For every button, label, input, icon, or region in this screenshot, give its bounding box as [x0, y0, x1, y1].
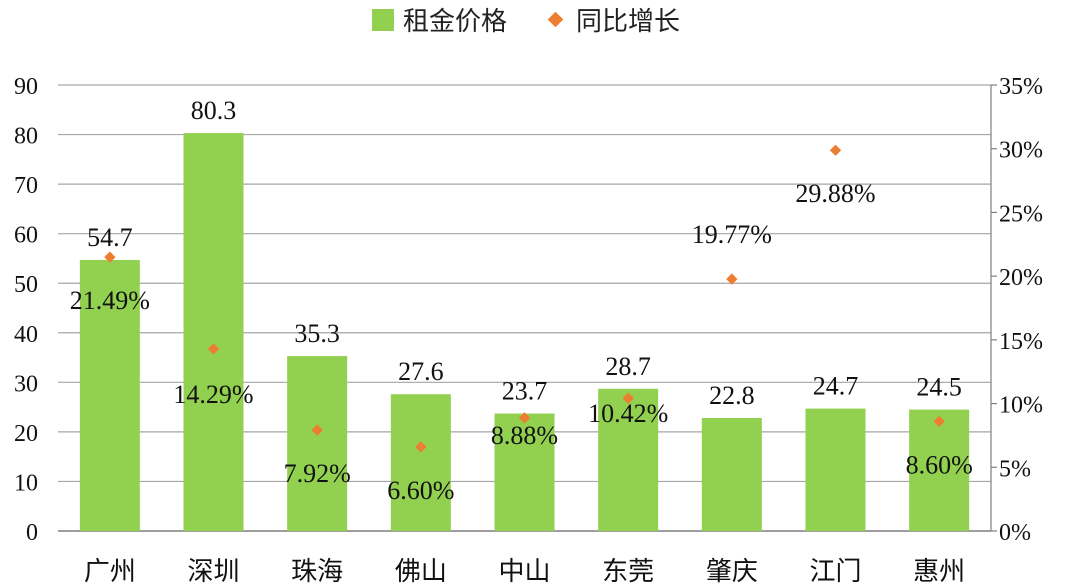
axes: 0 10 20 30 40 50 60 70 80 90 0% 5% 10% 15% 20% 25% 30% 35… — [14, 74, 1043, 587]
growth-series — [104, 144, 945, 453]
growth-point — [622, 392, 634, 404]
y-left-tick-label: 10 — [14, 470, 38, 496]
growth-point — [311, 424, 323, 436]
bar-value-label: 28.7 — [605, 352, 651, 381]
growth-value-label: 6.60% — [387, 476, 454, 505]
legend-swatch-rent — [372, 9, 394, 31]
growth-point — [933, 415, 945, 428]
bar-value-label: 54.7 — [87, 223, 133, 252]
y-left-tick-label: 70 — [14, 173, 38, 199]
growth-value-label: 14.29% — [173, 380, 253, 409]
y-right-tick-label: 20% — [999, 265, 1043, 291]
bar-value-label: 22.8 — [709, 381, 755, 410]
y-right-tick-label: 30% — [999, 138, 1043, 164]
growth-value-label: 21.49% — [70, 286, 150, 315]
bar-series — [79, 133, 970, 531]
x-category-label: 深圳 — [187, 557, 239, 587]
bar — [701, 418, 762, 531]
bar — [287, 356, 348, 531]
bar-value-label: 23.7 — [502, 377, 548, 406]
growth-point — [518, 412, 531, 424]
y-left-tick-label: 30 — [14, 371, 38, 397]
x-category-label: 佛山 — [395, 557, 447, 587]
data-labels: 54.7 21.49% 80.3 14.29% 35.3 7.92% 27.6 6.60% 23… — [70, 96, 973, 505]
bar-value-label: 27.6 — [398, 357, 444, 386]
x-category-label: 惠州 — [913, 557, 965, 587]
x-category-label: 江门 — [809, 557, 861, 587]
growth-value-label: 7.92% — [284, 459, 351, 488]
y-right-tick-label: 15% — [999, 329, 1043, 355]
bar-value-label: 24.7 — [813, 372, 859, 401]
y-left-tick-label: 90 — [14, 74, 38, 100]
bar-value-label: 80.3 — [191, 96, 237, 125]
legend: 租金价格 同比增长 — [372, 7, 680, 37]
y-left-tick-label: 60 — [14, 223, 38, 249]
growth-value-label: 8.60% — [906, 450, 973, 479]
bar-value-label: 24.5 — [916, 373, 962, 402]
bar — [79, 259, 140, 531]
growth-point — [415, 441, 427, 453]
bar — [390, 394, 451, 531]
x-category-label: 东莞 — [602, 557, 654, 587]
bar-value-label: 35.3 — [294, 319, 340, 348]
growth-value-label: 29.88% — [795, 179, 875, 208]
x-category-label: 肇庆 — [706, 557, 758, 587]
bar — [909, 409, 970, 531]
legend-marker-growth — [547, 11, 564, 28]
bar — [183, 133, 244, 531]
y-right-tick-label: 5% — [999, 456, 1031, 482]
growth-point — [726, 273, 738, 285]
y-left-tick-label: 40 — [14, 322, 38, 348]
y-left-tick-label: 50 — [14, 272, 38, 298]
bar — [494, 413, 555, 531]
growth-value-label: 10.42% — [588, 399, 668, 428]
growth-value-label: 19.77% — [692, 220, 772, 249]
growth-value-label: 8.88% — [491, 421, 558, 450]
y-right-tick-label: 10% — [999, 393, 1043, 419]
y-left-tick-label: 0 — [26, 520, 38, 546]
growth-point — [829, 144, 842, 156]
y-right-tick-label: 35% — [999, 74, 1043, 100]
y-left-tick-label: 80 — [14, 124, 38, 150]
y-right-tick-label: 25% — [999, 201, 1043, 227]
bar — [805, 408, 866, 531]
x-category-label: 广州 — [84, 557, 136, 587]
legend-label-growth: 同比增长 — [576, 7, 680, 37]
legend-label-rent: 租金价格 — [403, 7, 507, 37]
y-right-tick-label: 0% — [999, 520, 1031, 546]
x-category-label: 中山 — [498, 557, 550, 587]
y-left-tick-label: 20 — [14, 421, 38, 447]
bar — [598, 388, 659, 531]
x-category-label: 珠海 — [291, 557, 343, 587]
growth-point — [207, 343, 220, 355]
